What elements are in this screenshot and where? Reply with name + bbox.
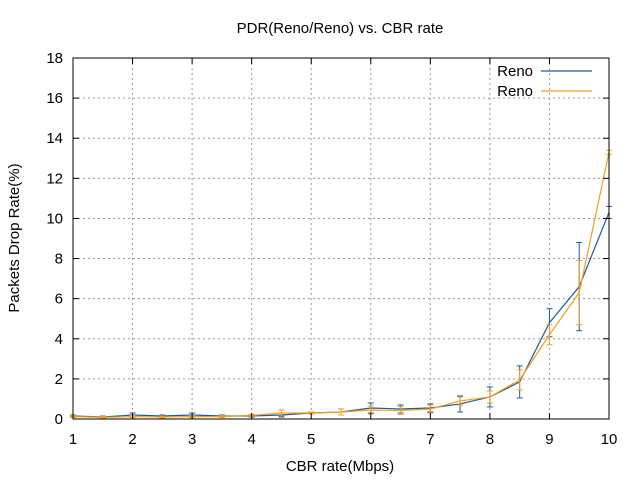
error-bar: [546, 324, 553, 346]
error-bar: [159, 415, 166, 419]
x-tick-label: 9: [545, 431, 553, 448]
y-tick-label: 16: [46, 90, 63, 107]
error-bar: [397, 406, 404, 416]
legend: Reno Reno: [497, 63, 592, 100]
error-bar: [457, 396, 464, 406]
error-bar: [278, 409, 285, 417]
x-tick-label: 1: [69, 431, 77, 448]
error-bar: [218, 415, 225, 419]
y-tick-label: 2: [55, 371, 63, 388]
error-bar: [486, 390, 493, 404]
y-tick-label: 10: [46, 210, 63, 227]
x-axis-label: CBR rate(Mbps): [286, 458, 394, 475]
x-tick-label: 8: [486, 431, 494, 448]
y-axis-label: Packets Drop Rate(%): [6, 163, 23, 312]
error-bar: [99, 415, 106, 419]
error-bar: [338, 408, 344, 416]
error-bar: [576, 260, 583, 326]
series-layer: [70, 149, 612, 419]
x-tick-label: 5: [307, 431, 315, 448]
plot-frame: [72, 57, 610, 420]
error-bar: [516, 369, 523, 391]
y-tick-label: 18: [46, 50, 63, 67]
y-tick-label: 6: [55, 291, 63, 308]
y-tick-label: 12: [46, 170, 63, 187]
grid-lines: [73, 58, 609, 419]
x-tick-label: 6: [367, 431, 375, 448]
y-tick-label: 14: [46, 130, 63, 147]
y-tick-label: 4: [55, 331, 63, 348]
legend-label-2: Reno: [497, 83, 533, 100]
x-tick-label: 3: [188, 431, 196, 448]
series-2: [70, 149, 612, 419]
y-tick-label: 8: [55, 251, 63, 268]
error-bar: [427, 404, 434, 414]
legend-label-1: Reno: [497, 63, 533, 80]
x-tick-label: 4: [247, 431, 255, 448]
x-tick-label: 10: [601, 431, 618, 448]
x-tick-label: 2: [128, 431, 136, 448]
y-tick-label: 0: [55, 411, 63, 428]
x-tick-label: 7: [426, 431, 434, 448]
chart-title: PDR(Reno/Reno) vs. CBR rate: [237, 20, 444, 37]
